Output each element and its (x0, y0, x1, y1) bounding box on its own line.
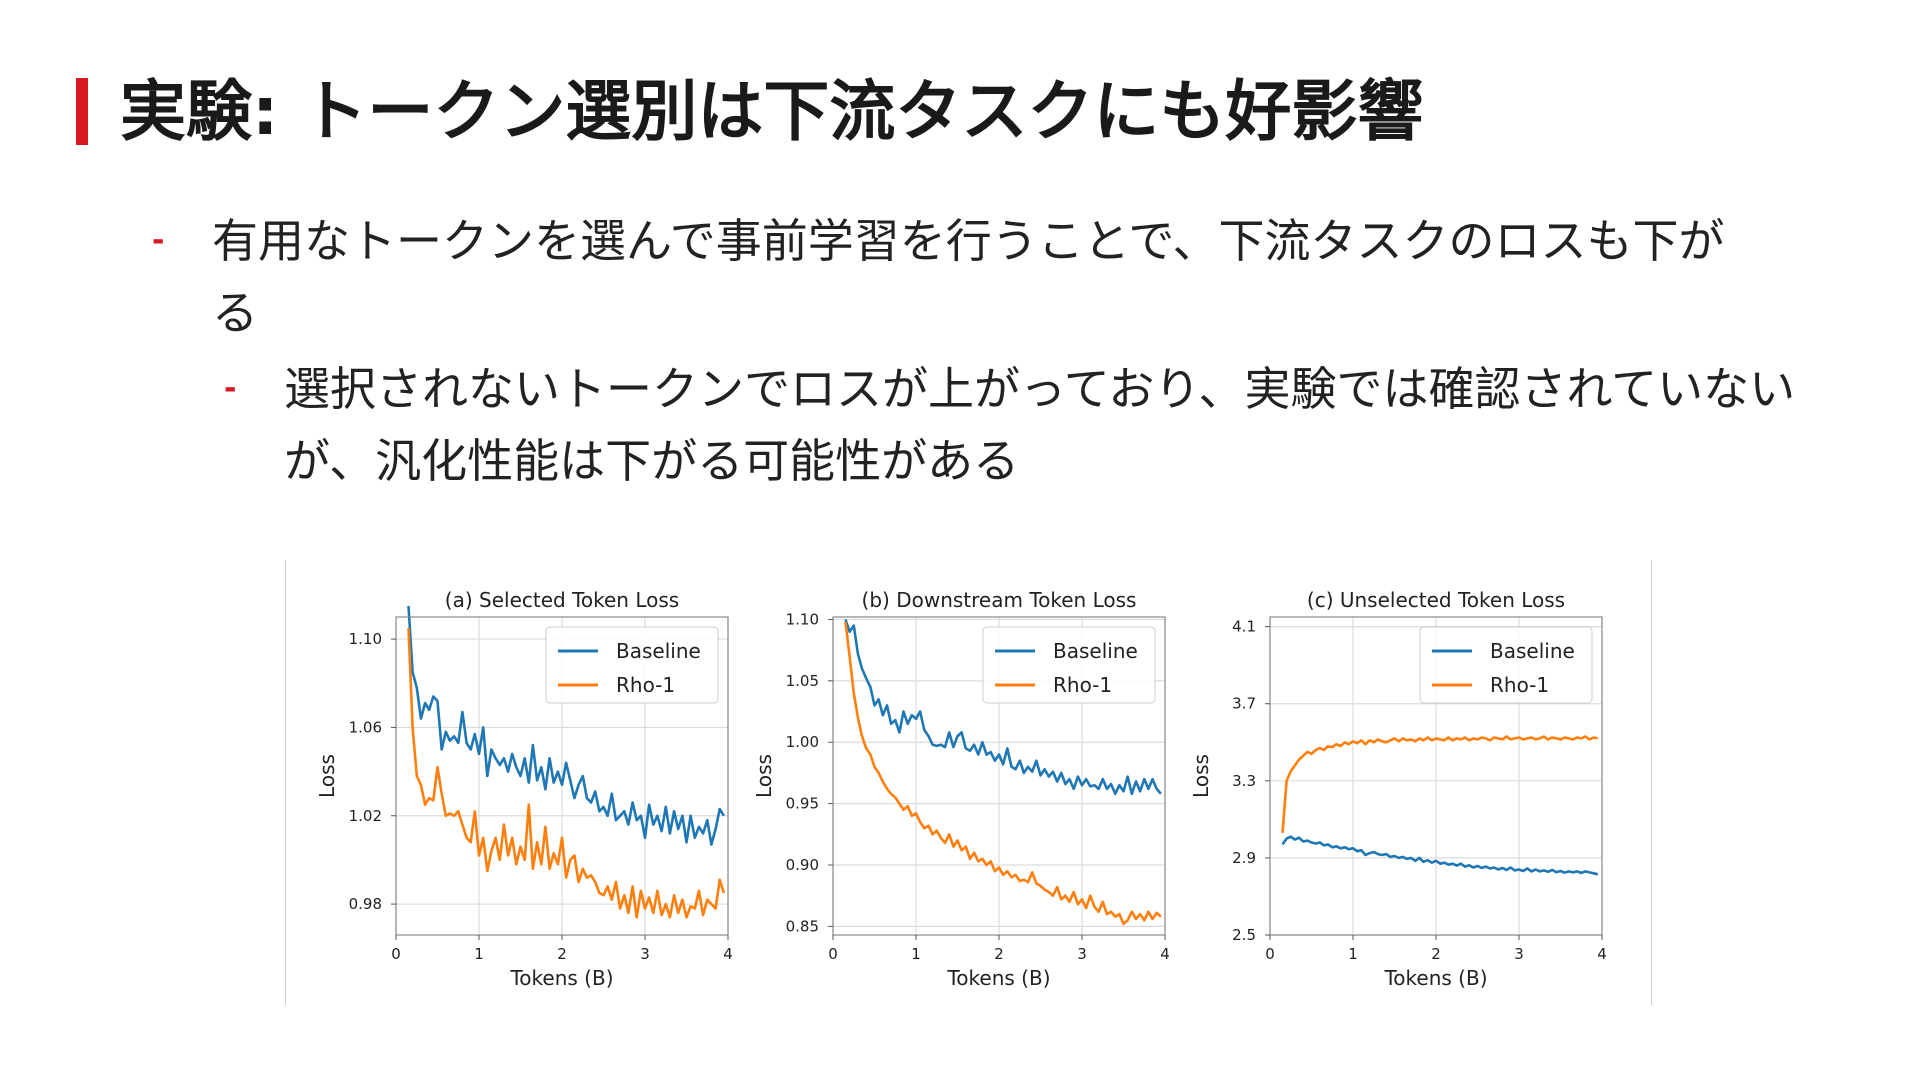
x-tick-label: 3 (640, 945, 650, 963)
bullet-marker: - (152, 223, 165, 258)
bullet-text: 選択されないトークンでロスが上がっており、実験では確認されていないが、汎化性能は… (284, 362, 1796, 488)
y-tick-label: 2.9 (1232, 849, 1256, 867)
loss-charts-figure: 0 1 2 3 4 0.98 1.02 1.06 1.10 (a) Selected Token … (315, 588, 1607, 990)
x-tick-label: 4 (1160, 945, 1170, 963)
y-tick-label: 2.5 (1232, 926, 1256, 944)
chart-title: (c) Unselected Token Loss (1307, 588, 1565, 612)
legend-label: Rho-1 (1490, 673, 1549, 697)
legend-label: Baseline (1053, 639, 1138, 663)
legend-label: Baseline (1490, 639, 1575, 663)
chart-panel: 0 1 2 3 4 2.5 2.9 3.3 3.7 4.1 (c) Unselected Token… (1189, 588, 1607, 990)
bullet-text: 有用なトークンを選んで事前学習を行うことで、下流タスクのロスも下がる (212, 214, 1725, 340)
series-line-baseline (1281, 835, 1599, 876)
y-tick-label: 3.7 (1232, 695, 1256, 713)
legend-label: Rho-1 (616, 673, 675, 697)
x-tick-label: 0 (391, 945, 401, 963)
x-tick-label: 1 (1348, 945, 1358, 963)
x-axis-label: Tokens (B) (1383, 966, 1487, 990)
y-tick-label: 3.3 (1232, 772, 1256, 790)
bullet-level-2: - 選択されないトークンでロスが上がっており、実験では確認されていないが、汎化性… (224, 353, 1874, 497)
y-tick-label: 1.02 (349, 807, 382, 825)
y-tick-label: 0.90 (786, 856, 819, 874)
legend-label: Baseline (616, 639, 701, 663)
chart-title: (a) Selected Token Loss (445, 588, 679, 612)
x-tick-label: 0 (1265, 945, 1275, 963)
y-axis-label: Loss (1189, 754, 1213, 798)
x-tick-label: 1 (911, 945, 921, 963)
y-tick-label: 1.06 (349, 718, 382, 736)
y-axis-label: Loss (315, 754, 339, 798)
x-tick-label: 4 (1597, 945, 1607, 963)
y-axis-label: Loss (752, 754, 776, 798)
series-line-rho-1 (844, 621, 1162, 926)
x-tick-label: 2 (994, 945, 1004, 963)
legend-label: Rho-1 (1053, 673, 1112, 697)
y-tick-label: 1.00 (786, 733, 819, 751)
y-tick-label: 0.85 (786, 917, 819, 935)
y-tick-label: 0.95 (786, 795, 819, 813)
x-tick-label: 2 (1431, 945, 1441, 963)
x-tick-label: 1 (474, 945, 484, 963)
x-tick-label: 3 (1514, 945, 1524, 963)
bullet-marker: - (224, 371, 237, 406)
x-axis-label: Tokens (B) (946, 966, 1050, 990)
y-tick-label: 0.98 (349, 895, 382, 913)
series-line-rho-1 (407, 627, 726, 919)
x-tick-label: 3 (1077, 945, 1087, 963)
chart-panel: 0 1 2 3 4 0.98 1.02 1.06 1.10 (a) Selected Token … (315, 588, 733, 990)
series-line-baseline (844, 619, 1162, 796)
figure-panel: 0 1 2 3 4 0.98 1.02 1.06 1.10 (a) Selected Token … (285, 560, 1652, 1005)
x-tick-label: 0 (828, 945, 838, 963)
chart-title: (b) Downstream Token Loss (862, 588, 1137, 612)
slide-title: 実験: トークン選別は下流タスクにも好影響 (120, 73, 1424, 150)
y-tick-label: 1.10 (349, 630, 382, 648)
y-tick-label: 4.1 (1232, 618, 1256, 636)
y-tick-label: 1.05 (786, 672, 819, 690)
x-tick-label: 2 (557, 945, 567, 963)
title-accent-bar (76, 78, 88, 145)
y-tick-label: 1.10 (786, 610, 819, 628)
x-tick-label: 4 (723, 945, 733, 963)
series-line-baseline (407, 605, 726, 846)
x-axis-label: Tokens (B) (509, 966, 613, 990)
bullet-level-1: - 有用なトークンを選んで事前学習を行うことで、下流タスクのロスも下がる (152, 205, 1752, 349)
chart-panel: 0 1 2 3 4 0.85 0.90 0.95 1.00 1.05 1.10 (b) Downstr… (752, 588, 1170, 990)
series-line-rho-1 (1281, 735, 1599, 834)
